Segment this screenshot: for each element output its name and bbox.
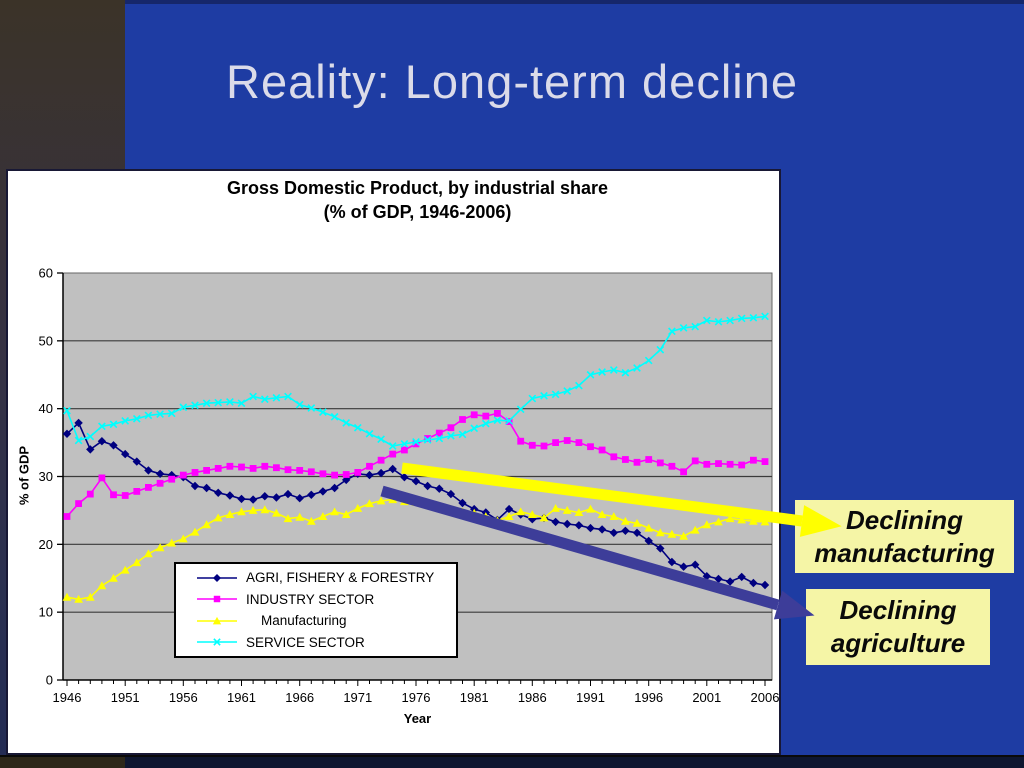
slide-bottom-edge-left <box>0 757 125 768</box>
callout-agriculture-line2: agriculture <box>830 628 966 658</box>
x-axis-title: Year <box>403 711 432 726</box>
diamond-marker-icon <box>213 573 221 582</box>
chart-title: Gross Domestic Product, by industrial sh… <box>226 178 609 198</box>
slide-bottom-edge <box>0 755 1024 768</box>
legend-item-industry: INDUSTRY SECTOR <box>176 592 456 607</box>
square-marker-icon <box>213 596 221 603</box>
y-axis-title: % of GDP <box>16 445 32 506</box>
legend-item-agri: AGRI, FISHERY & FORESTRY <box>176 570 456 585</box>
chart-subtitle: (% of GDP, 1946-2006) <box>323 202 512 222</box>
agri-line-diamond-icon <box>197 573 237 582</box>
declining-agriculture-callout: Declining agriculture <box>806 589 990 665</box>
legend-item-manufacturing: Manufacturing <box>176 613 456 628</box>
chart-legend: AGRI, FISHERY & FORESTRY INDUSTRY SECTOR… <box>174 562 458 658</box>
chart-panel <box>6 169 781 755</box>
legend-label-manufacturing: Manufacturing <box>261 613 347 629</box>
slide-top-edge <box>125 0 1024 4</box>
legend-label-agri: AGRI, FISHERY & FORESTRY <box>246 570 435 586</box>
industry-line-square-icon <box>197 596 237 603</box>
callout-manufacturing-line2: manufacturing <box>814 538 995 568</box>
callout-manufacturing-line1: Declining <box>845 505 963 535</box>
slide-title: Reality: Long-term decline <box>226 55 798 108</box>
manufacturing-line-triangle-icon <box>197 616 237 625</box>
declining-manufacturing-callout: Declining manufacturing <box>795 500 1014 573</box>
service-line-x-icon <box>197 638 237 646</box>
callout-agriculture-line1: Declining <box>839 595 957 625</box>
legend-label-service: SERVICE SECTOR <box>246 634 365 650</box>
legend-item-service: SERVICE SECTOR <box>176 635 456 650</box>
legend-label-industry: INDUSTRY SECTOR <box>246 591 375 607</box>
